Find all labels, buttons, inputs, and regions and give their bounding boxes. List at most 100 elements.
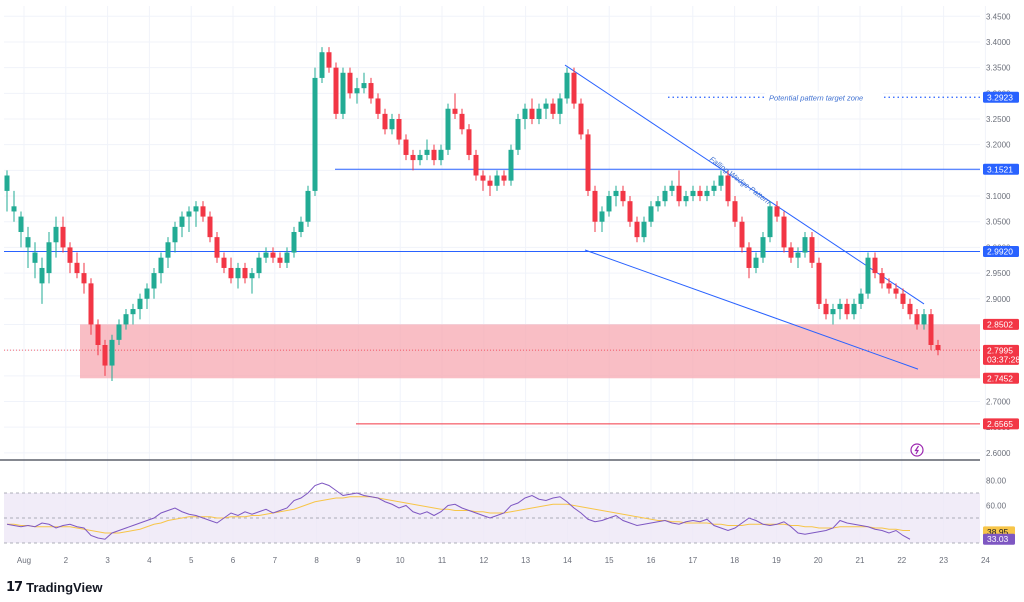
time-tick-label: Aug	[17, 556, 31, 565]
candle-body	[662, 190, 668, 202]
brand-name: TradingView	[26, 580, 103, 595]
wedge-lower-line	[584, 249, 919, 370]
candle-body	[669, 185, 675, 191]
price-tag-label: 3.2923	[987, 92, 1013, 102]
candle-body	[823, 303, 829, 315]
candle-body	[445, 108, 451, 150]
tradingview-logo[interactable]: 17 TradingView	[6, 580, 102, 595]
candle-body	[284, 252, 290, 263]
candle-body	[900, 293, 906, 304]
time-tick-label: 14	[563, 556, 572, 565]
time-tick-label: 19	[772, 556, 781, 565]
candle-body	[550, 103, 556, 114]
price-tick-label: 3.2000	[986, 141, 1011, 150]
candle-body	[886, 283, 892, 289]
tradingview-logo-icon: 17	[6, 580, 23, 595]
candle-body	[473, 154, 479, 176]
candle-body	[368, 83, 374, 99]
candle-body	[620, 190, 626, 202]
candle-body	[683, 196, 689, 202]
candle-body	[746, 247, 752, 268]
time-tick-label: 3	[105, 556, 110, 565]
candle-body	[648, 206, 654, 222]
candle-body	[459, 113, 465, 130]
price-tick-label: 2.9500	[986, 269, 1011, 278]
candle-body	[837, 303, 843, 310]
candle-body	[179, 216, 185, 227]
time-tick-label: 23	[939, 556, 948, 565]
time-tick-label: 15	[605, 556, 614, 565]
price-tick-label: 3.2500	[986, 115, 1011, 124]
time-tick-label: 16	[647, 556, 656, 565]
candle-body	[333, 67, 339, 114]
price-tag	[983, 163, 1019, 175]
candle-body	[116, 324, 122, 340]
candle-body	[466, 129, 472, 155]
wedge-label: Falling Wedge Pattern	[708, 155, 773, 207]
price-grid	[4, 6, 986, 543]
candle-body	[634, 221, 640, 238]
candle-body	[893, 288, 899, 294]
candle-body	[305, 190, 311, 222]
price-tick-label: 3.1000	[986, 192, 1011, 201]
candle-body	[53, 226, 59, 243]
rsi-tick-label: 60.00	[986, 502, 1007, 511]
candle-body	[403, 139, 409, 155]
candle-body	[123, 314, 129, 325]
candle-body	[347, 72, 353, 94]
candle-body	[494, 175, 500, 186]
candle-body	[193, 206, 199, 212]
candle-body	[256, 257, 262, 274]
candle-body	[4, 175, 10, 191]
time-tick-label: 22	[897, 556, 906, 565]
candle-body	[858, 293, 864, 304]
candle-body	[704, 190, 710, 197]
candle-body	[452, 108, 458, 114]
candle-body	[18, 216, 24, 232]
rsi-value-label: 33.03	[987, 534, 1009, 544]
price-tag-label: 2.9920	[987, 247, 1013, 257]
candle-body	[200, 206, 206, 217]
candle-body	[613, 190, 619, 197]
time-tick-label: 17	[688, 556, 697, 565]
price-tag	[983, 246, 1019, 258]
time-tick-label: 2	[64, 556, 69, 565]
candle-body	[88, 283, 94, 325]
candle-body	[361, 83, 367, 89]
target-zone-label: Potential pattern target zone	[769, 93, 863, 102]
time-axis[interactable]: Aug 2 3 4 5 6 7 8 9 10 11 12 13 14 15 16 17 18 19 20 21 22 23 2…	[17, 556, 991, 565]
price-axis[interactable]: 3.45003.40003.35003.30003.25003.20003.15…	[986, 12, 1011, 458]
candle-body	[242, 267, 248, 279]
candle-body	[641, 221, 647, 238]
candle-body	[690, 190, 696, 197]
candle-body	[627, 201, 633, 222]
candle-body	[487, 180, 493, 186]
candle-body	[578, 103, 584, 135]
time-tick-label: 21	[856, 556, 865, 565]
candle-body	[130, 309, 136, 315]
candle-body	[207, 216, 213, 238]
rsi-line	[6, 482, 911, 540]
candle-body	[165, 242, 171, 258]
candle-body	[935, 345, 941, 351]
candle-body	[725, 175, 731, 202]
time-tick-label: 8	[314, 556, 319, 565]
time-tick-label: 18	[730, 556, 739, 565]
candle-body	[312, 77, 318, 191]
candle-body	[291, 232, 297, 253]
price-tag	[983, 344, 1019, 365]
candle-body	[340, 72, 346, 114]
annotations: Potential pattern target zone Falling Wed…	[708, 91, 883, 206]
candle-body	[830, 309, 836, 315]
alert-icon[interactable]	[910, 443, 924, 457]
candle-body	[536, 108, 542, 119]
candle-body	[844, 303, 850, 315]
candle-body	[438, 149, 444, 161]
candle-body	[795, 252, 801, 258]
rsi-value-tag	[983, 533, 1015, 545]
candle-body	[914, 314, 920, 325]
candle-body	[879, 273, 885, 284]
price-tick-label: 3.4000	[986, 38, 1011, 47]
